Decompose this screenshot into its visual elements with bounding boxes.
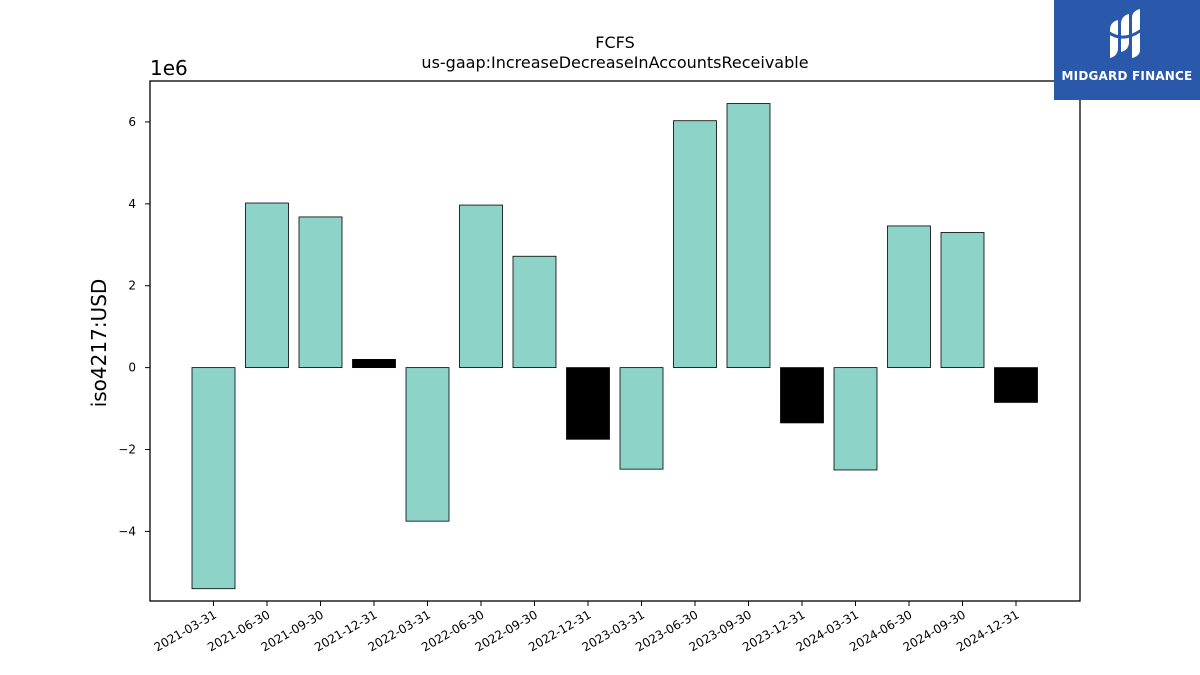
bar-2021-09-30 (298, 216, 343, 369)
y-tick-label: 0 (128, 361, 136, 375)
y-tick-label: 2 (128, 279, 136, 293)
bar-2023-06-30 (673, 120, 717, 369)
bar-2024-09-30 (940, 232, 985, 369)
plot-frame (149, 80, 1081, 602)
bar-2022-03-31 (405, 367, 450, 522)
chart-subtitle: us-gaap:IncreaseDecreaseInAccountsReceiv… (421, 53, 808, 72)
bar-2022-06-30 (459, 204, 503, 369)
bar-2021-03-31 (191, 367, 236, 590)
y-scale-label: 1e6 (150, 56, 188, 80)
bar-2022-09-30 (512, 255, 557, 369)
y-tick-label: 4 (128, 197, 136, 211)
bar-2024-03-31 (833, 367, 878, 471)
y-tick-label: −2 (118, 443, 136, 457)
midgard-finance-logo: MIDGARD FINANCE (1054, 0, 1200, 100)
bar-2024-12-31 (994, 367, 1038, 403)
bar-2023-09-30 (726, 103, 771, 369)
logo-text: MIDGARD FINANCE (1061, 69, 1193, 83)
bar-2023-12-31 (780, 367, 824, 424)
bar-2021-06-30 (245, 202, 289, 369)
y-axis-label: iso4217:USD (87, 279, 111, 408)
y-tick-label: 6 (128, 115, 136, 129)
chart-title: FCFS (595, 33, 634, 52)
bar-2024-06-30 (887, 225, 931, 369)
midgard-logo-icon (1107, 9, 1145, 58)
bar-2021-12-31 (352, 359, 396, 369)
bar-2022-12-31 (566, 367, 610, 440)
bar-2023-03-31 (619, 367, 664, 470)
y-tick-label: −4 (118, 524, 136, 538)
